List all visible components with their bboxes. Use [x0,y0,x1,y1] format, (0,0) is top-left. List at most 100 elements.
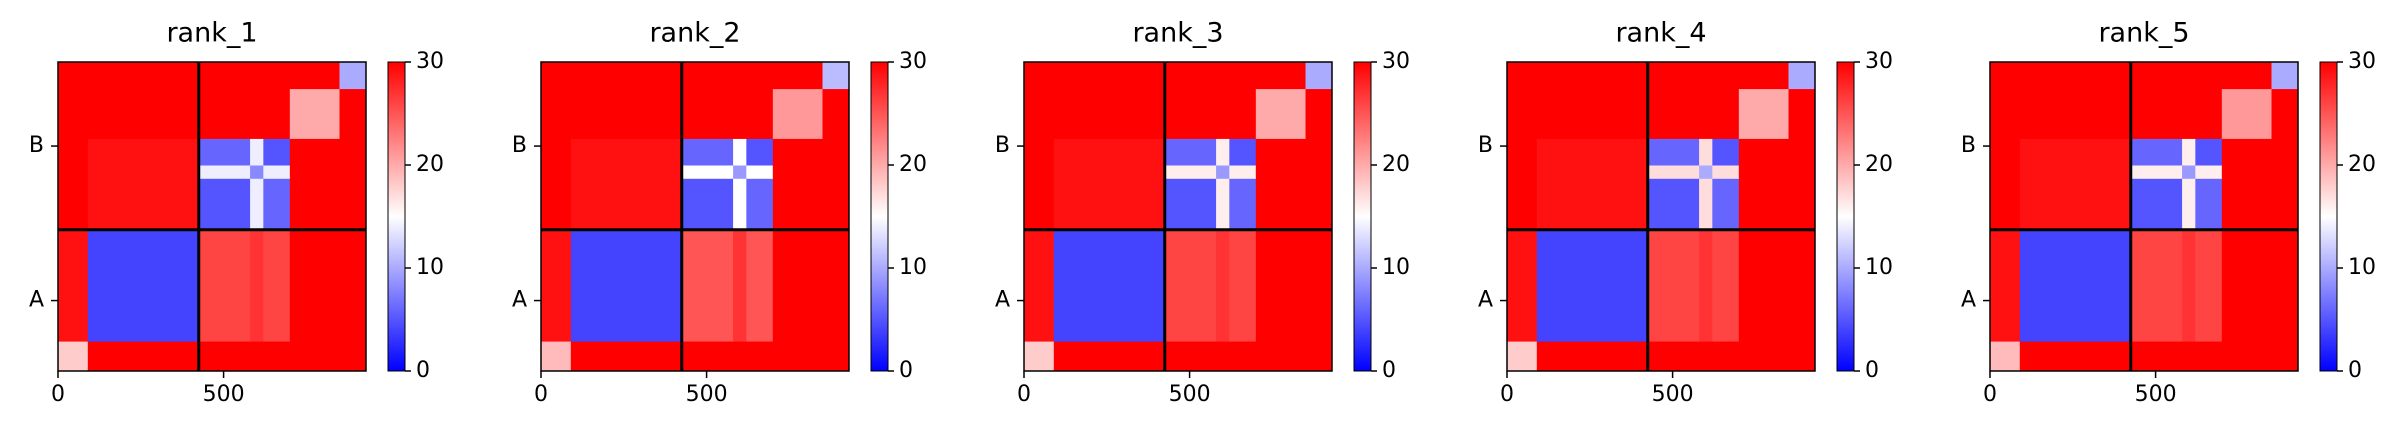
x-tick-label: 0 [1983,382,1997,407]
colorbar [387,61,406,372]
x-tick-label: 0 [534,382,548,407]
colorbar-tick-label: 0 [416,358,430,383]
heatmap-cell [541,178,572,231]
colorbar-tick-label: 10 [899,255,927,280]
heatmap-cell [58,178,89,231]
panel: rank_5 0 500 A B 0 10 20 30 [1961,18,2376,408]
heatmap-cell [1990,229,2021,342]
heatmap-cell [1229,341,1257,372]
heatmap-cell [2182,229,2196,342]
heatmap-cell [87,229,200,342]
heatmap-cell [1024,138,1055,166]
heatmap-cell [1738,88,1790,139]
heatmap-cell [1712,178,1740,231]
heatmap-cell [570,178,683,231]
heatmap-cell [1229,178,1257,231]
heatmap-cell [1507,62,1538,90]
heatmap-cell [2271,88,2299,139]
x-tick-label: 0 [51,382,65,407]
heatmap-cell [681,88,734,139]
heatmap-cell [1712,341,1740,372]
heatmap-cell [1305,341,1333,372]
heatmap-cell [2271,229,2299,342]
heatmap-cell [58,62,89,90]
heatmap-cell [822,138,850,166]
heatmap-cell [681,178,734,231]
heatmap-cell [1164,229,1217,342]
heatmap-cell [1647,62,1700,90]
panel-title: rank_2 [649,18,740,49]
heatmap-cell [1216,341,1230,372]
heatmap-cell [263,88,291,139]
panel: rank_3 0 500 A B 0 10 20 30 [995,18,1410,408]
heatmap-cell [2019,341,2132,372]
heatmap-cell [1699,178,1713,231]
x-tick-label: 500 [203,382,245,407]
x-tick-label: 0 [1017,382,1031,407]
heatmap-cell [1990,178,2021,231]
heatmap-cell [250,165,264,179]
heatmap-cell [87,62,200,90]
heatmap-cell [733,229,747,342]
heatmap-cell [1255,178,1307,231]
y-tick-label: B [995,133,1010,158]
heatmap-cell [2271,341,2299,372]
heatmap-cell [1788,178,1816,231]
heatmap-cell [541,88,572,139]
heatmap-cell [1738,341,1790,372]
heatmap-cell [1164,88,1217,139]
heatmap-cell [339,138,367,166]
heatmap-cell [2182,62,2196,90]
colorbar [2319,61,2338,372]
heatmap-cell [2182,341,2196,372]
heatmap-cell [1053,165,1166,179]
plot-frame [57,61,367,372]
heatmap-cell [1788,341,1816,372]
heatmap-cell [570,165,683,179]
heatmap-cell [541,341,572,372]
heatmap-cell [339,88,367,139]
heatmap-cell [1699,165,1713,179]
heatmap-cell [681,229,734,342]
heatmap-cell [1507,88,1538,139]
heatmap-cell [1990,165,2021,179]
heatmap-cell [1255,62,1307,90]
heatmap-cell [2195,62,2223,90]
heatmap-cell [1164,62,1217,90]
heatmap-cell [1536,88,1649,139]
y-tick-label: A [29,288,44,313]
heatmap-cell [289,138,341,166]
heatmap-cell [2221,229,2273,342]
heatmap-cell [1216,138,1230,166]
heatmap-cell [2182,165,2196,179]
heatmap-cell [822,88,850,139]
colorbar-tick-label: 20 [899,152,927,177]
heatmap-cell [1990,341,2021,372]
heatmap-cell [570,229,683,342]
heatmap-cell [1647,178,1700,231]
heatmap-cell [2221,138,2273,166]
heatmap-cell [289,178,341,231]
heatmap-cell [289,88,341,139]
heatmap-cell [1738,229,1790,342]
heatmap-cell [1053,341,1166,372]
heatmap-cell [2182,178,2196,231]
heatmap-cell [2221,165,2273,179]
heatmap-cell [2221,178,2273,231]
plot-frame [1506,61,1816,372]
heatmap-cell [746,62,774,90]
heatmap-cell [2130,229,2183,342]
panel-title: rank_1 [166,18,257,49]
heatmap-cell [1229,88,1257,139]
heatmap-cell [1053,88,1166,139]
heatmap-cell [1536,341,1649,372]
heatmap-cell [1507,138,1538,166]
heatmap-cell [746,88,774,139]
heatmap-cell [1305,165,1333,179]
heatmap-cell [2271,165,2299,179]
heatmap-cell [1216,178,1230,231]
heatmap-cell [1738,165,1790,179]
colorbar-tick-label: 20 [2348,152,2376,177]
heatmap-cell [263,62,291,90]
heatmap-cell [681,165,734,179]
